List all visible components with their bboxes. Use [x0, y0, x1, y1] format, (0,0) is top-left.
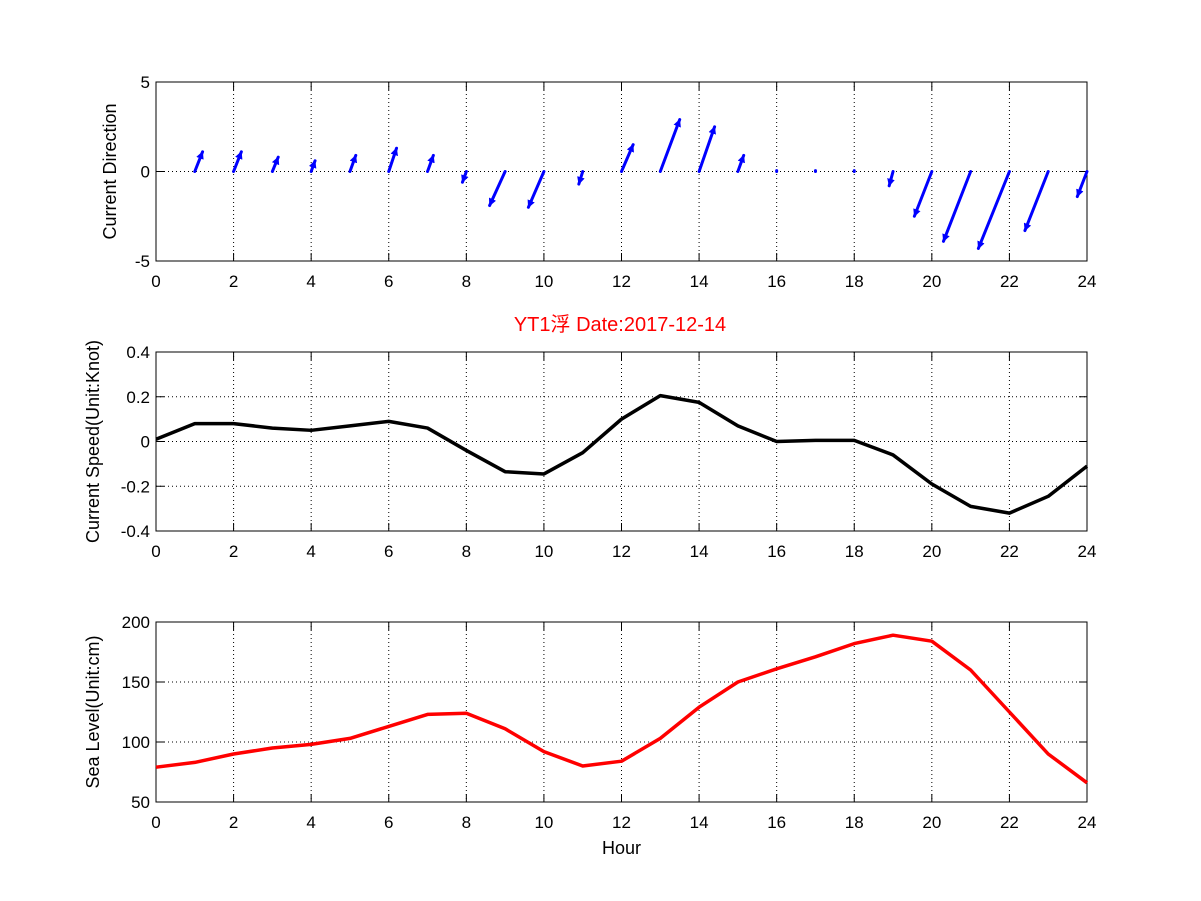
quiver-arrow: [270, 155, 280, 173]
series-line: [155, 393, 1089, 515]
x-tick-label: 10: [534, 542, 553, 561]
quiver-arrow: [941, 170, 973, 243]
y-tick-label: 0.2: [126, 388, 150, 407]
x-tick-label: 8: [462, 813, 471, 832]
x-tick-label: 4: [306, 272, 315, 291]
x-tick-label: 4: [306, 813, 315, 832]
x-tick-label: 20: [922, 813, 941, 832]
x-tick-label: 12: [612, 813, 631, 832]
quiver-arrow: [387, 146, 399, 173]
x-tick-label: 18: [845, 272, 864, 291]
y-tick-label: -0.2: [121, 477, 150, 496]
quiver-arrow: [348, 153, 358, 173]
x-tick-label: 6: [384, 272, 393, 291]
quiver-arrow: [620, 143, 635, 173]
quiver-arrow: [887, 170, 895, 188]
x-tick-label: 14: [690, 813, 709, 832]
x-tick-label: 2: [229, 813, 238, 832]
quiver-arrow: [1075, 170, 1089, 199]
y-tick-label: 100: [122, 733, 150, 752]
x-tick-label: 0: [151, 813, 160, 832]
y-axis-label: Current Direction: [100, 103, 120, 239]
x-tick-label: 24: [1078, 272, 1097, 291]
x-axis-label: Hour: [602, 838, 641, 858]
quiver-arrow: [526, 170, 546, 209]
y-tick-label: 0: [141, 433, 150, 452]
x-tick-label: 4: [306, 542, 315, 561]
y-tick-label: -5: [135, 252, 150, 271]
x-tick-label: 0: [151, 272, 160, 291]
x-tick-label: 2: [229, 542, 238, 561]
subplot-2: 0 2 4 6 8 10 12 14 16 18 20 22 24-0.4-0.200.20.4Curr…: [83, 340, 1096, 561]
y-tick-label: 200: [122, 613, 150, 632]
x-tick-label: 16: [767, 813, 786, 832]
x-tick-label: 12: [612, 542, 631, 561]
x-tick-label: 16: [767, 542, 786, 561]
x-tick-label: 2: [229, 272, 238, 291]
quiver-arrow: [232, 150, 243, 173]
quiver-arrow: [577, 170, 585, 186]
quiver-arrow: [976, 170, 1011, 250]
quiver-arrow: [1023, 170, 1050, 233]
y-axis-label: Sea Level(Unit:cm): [83, 635, 103, 788]
x-tick-label: 6: [384, 813, 393, 832]
quiver-arrow: [658, 118, 682, 173]
x-tick-label: 12: [612, 272, 631, 291]
quiver-arrow: [697, 125, 717, 173]
x-tick-label: 14: [690, 542, 709, 561]
quiver-arrow: [193, 150, 205, 173]
series-line: [155, 633, 1089, 785]
quiver-arrow: [308, 159, 317, 173]
x-tick-label: 24: [1078, 542, 1097, 561]
x-tick-label: 22: [1000, 272, 1019, 291]
quiver-arrow: [426, 153, 435, 173]
x-tick-label: 10: [534, 813, 553, 832]
quiver-arrow: [736, 153, 746, 173]
y-axis-label: Current Speed(Unit:Knot): [83, 340, 103, 543]
y-tick-label: 150: [122, 673, 150, 692]
x-tick-label: 18: [845, 813, 864, 832]
x-tick-label: 0: [151, 542, 160, 561]
y-tick-label: 5: [141, 73, 150, 92]
x-tick-label: 22: [1000, 813, 1019, 832]
x-tick-label: 8: [462, 542, 471, 561]
quiver-arrow: [912, 170, 934, 218]
x-tick-label: 20: [922, 272, 941, 291]
x-tick-label: 6: [384, 542, 393, 561]
x-tick-label: 10: [534, 272, 553, 291]
y-tick-label: 50: [131, 793, 150, 812]
y-tick-label: 0.4: [126, 343, 150, 362]
x-tick-label: 14: [690, 272, 709, 291]
figure-title: YT1浮 Date:2017-12-14: [514, 313, 726, 336]
y-tick-label: -0.4: [121, 522, 150, 541]
x-tick-label: 24: [1078, 813, 1097, 832]
x-tick-label: 18: [845, 542, 864, 561]
quiver-arrow: [488, 170, 507, 208]
y-tick-label: 0: [141, 163, 150, 182]
x-tick-label: 16: [767, 272, 786, 291]
x-tick-label: 20: [922, 542, 941, 561]
x-tick-label: 8: [462, 272, 471, 291]
x-tick-label: 22: [1000, 542, 1019, 561]
quiver-arrow: [460, 170, 469, 184]
